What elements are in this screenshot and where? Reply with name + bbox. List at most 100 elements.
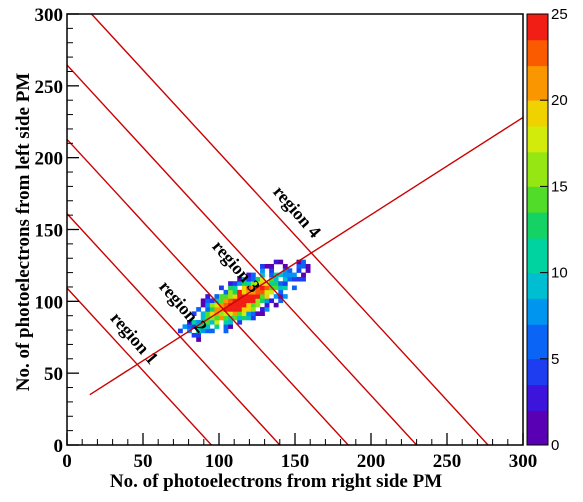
heatmap-cell (209, 307, 215, 312)
heatmap-cell (205, 298, 211, 304)
color-scale-band (527, 14, 548, 24)
heatmap-cell (269, 272, 275, 278)
heatmap-cell (241, 307, 247, 312)
heatmap-cell (232, 289, 238, 295)
heatmap-cell (228, 307, 233, 312)
heatmap-cell (237, 281, 243, 286)
heatmap-cell (223, 320, 229, 325)
color-scale-band (527, 376, 548, 386)
x-tick-label: 300 (509, 451, 538, 472)
heatmap-cell (250, 285, 256, 291)
heatmap-cell (223, 302, 229, 308)
color-scale-band (527, 307, 548, 317)
heatmap-cell (182, 324, 188, 329)
heatmap-cell (250, 315, 256, 321)
heatmap-cell (246, 311, 252, 316)
heatmap-cell (246, 307, 252, 312)
heatmap-cell (237, 298, 243, 304)
color-scale-band (527, 186, 548, 196)
heatmap-cell (196, 324, 202, 329)
color-scale-band (527, 169, 548, 179)
heatmap-cell (264, 281, 270, 286)
heatmap-cell (291, 276, 297, 282)
color-scale-band (527, 436, 548, 446)
heatmap-cell (200, 298, 206, 304)
heatmap-cell (219, 285, 224, 291)
heatmap-cell (246, 272, 252, 278)
heatmap-cell (214, 294, 220, 299)
heatmap-cell (205, 307, 211, 312)
heatmap-cell (214, 320, 220, 325)
heatmap-cell (260, 307, 265, 312)
y-tick-label: 100 (35, 292, 64, 313)
heatmap-cell (205, 324, 211, 329)
heatmap-cell (282, 276, 288, 282)
color-scale-tick-label: 20 (551, 92, 568, 109)
heatmap-cell (196, 328, 202, 334)
heatmap-cell (232, 281, 238, 286)
color-scale-band (527, 246, 548, 256)
heatmap-cell (223, 298, 229, 304)
heatmap-cell (191, 320, 197, 325)
color-scale-tick-label: 15 (551, 178, 568, 195)
heatmap-cell (260, 272, 265, 278)
heatmap-cell (232, 298, 238, 304)
heatmap-cell (232, 302, 238, 308)
heatmap-cell (237, 320, 243, 325)
color-scale-tick-label: 5 (551, 351, 559, 368)
heatmap-cell (273, 259, 279, 265)
heatmap-cell (228, 298, 233, 304)
heatmap-cell (223, 328, 229, 334)
heatmap-cell (278, 281, 284, 286)
heatmap-cell (278, 289, 284, 295)
heatmap-cell (191, 324, 197, 329)
heatmap-cell (209, 320, 215, 325)
color-scale-band (527, 160, 548, 170)
heatmap-cell (205, 302, 211, 308)
heatmap-cell (237, 307, 243, 312)
region-label: region 4 (269, 182, 325, 242)
heatmap-cell (219, 311, 224, 316)
heatmap-cell (260, 285, 265, 291)
y-tick-label: 200 (35, 149, 64, 170)
heatmap-cell (209, 311, 215, 316)
color-scale-band (527, 91, 548, 101)
y-tick-label: 150 (35, 221, 64, 242)
color-scale-band (527, 350, 548, 360)
heatmap-cell (273, 276, 279, 282)
heatmap-cell (260, 294, 265, 299)
heatmap-cell (291, 285, 297, 291)
heatmap-cell (241, 281, 247, 286)
heatmap-cell (246, 302, 252, 308)
heatmap-cell (241, 276, 247, 282)
heatmap-cell (187, 324, 192, 329)
heatmap-cell (214, 302, 220, 308)
x-axis-title: No. of photoelectrons from right side PM (110, 471, 442, 492)
heatmap-cell (282, 281, 288, 286)
y-tick-label: 50 (44, 364, 63, 385)
color-scale-band (527, 65, 548, 75)
color-scale-band (527, 341, 548, 351)
color-scale-band (527, 203, 548, 213)
heatmap-cell (301, 259, 306, 265)
heatmap-cell (269, 281, 275, 286)
heatmap-cell (209, 302, 215, 308)
color-scale-band (527, 332, 548, 342)
heatmap-cell (241, 285, 247, 291)
x-tick-label: 150 (281, 451, 310, 472)
color-scale-band (527, 22, 548, 32)
heatmap-cell (228, 320, 233, 325)
color-scale-band (527, 220, 548, 230)
heatmap-cell (260, 311, 265, 316)
heatmap-cell (219, 307, 224, 312)
heatmap-cell (273, 294, 279, 299)
heatmap-cell (209, 328, 215, 334)
heatmap-cell (205, 294, 211, 299)
heatmap-cell (205, 311, 211, 316)
heatmap-cell (177, 328, 183, 334)
heatmap-cell (273, 302, 279, 308)
heatmap-cell (260, 263, 265, 269)
heatmap-cell (255, 294, 261, 299)
heatmap-cell (237, 289, 243, 295)
